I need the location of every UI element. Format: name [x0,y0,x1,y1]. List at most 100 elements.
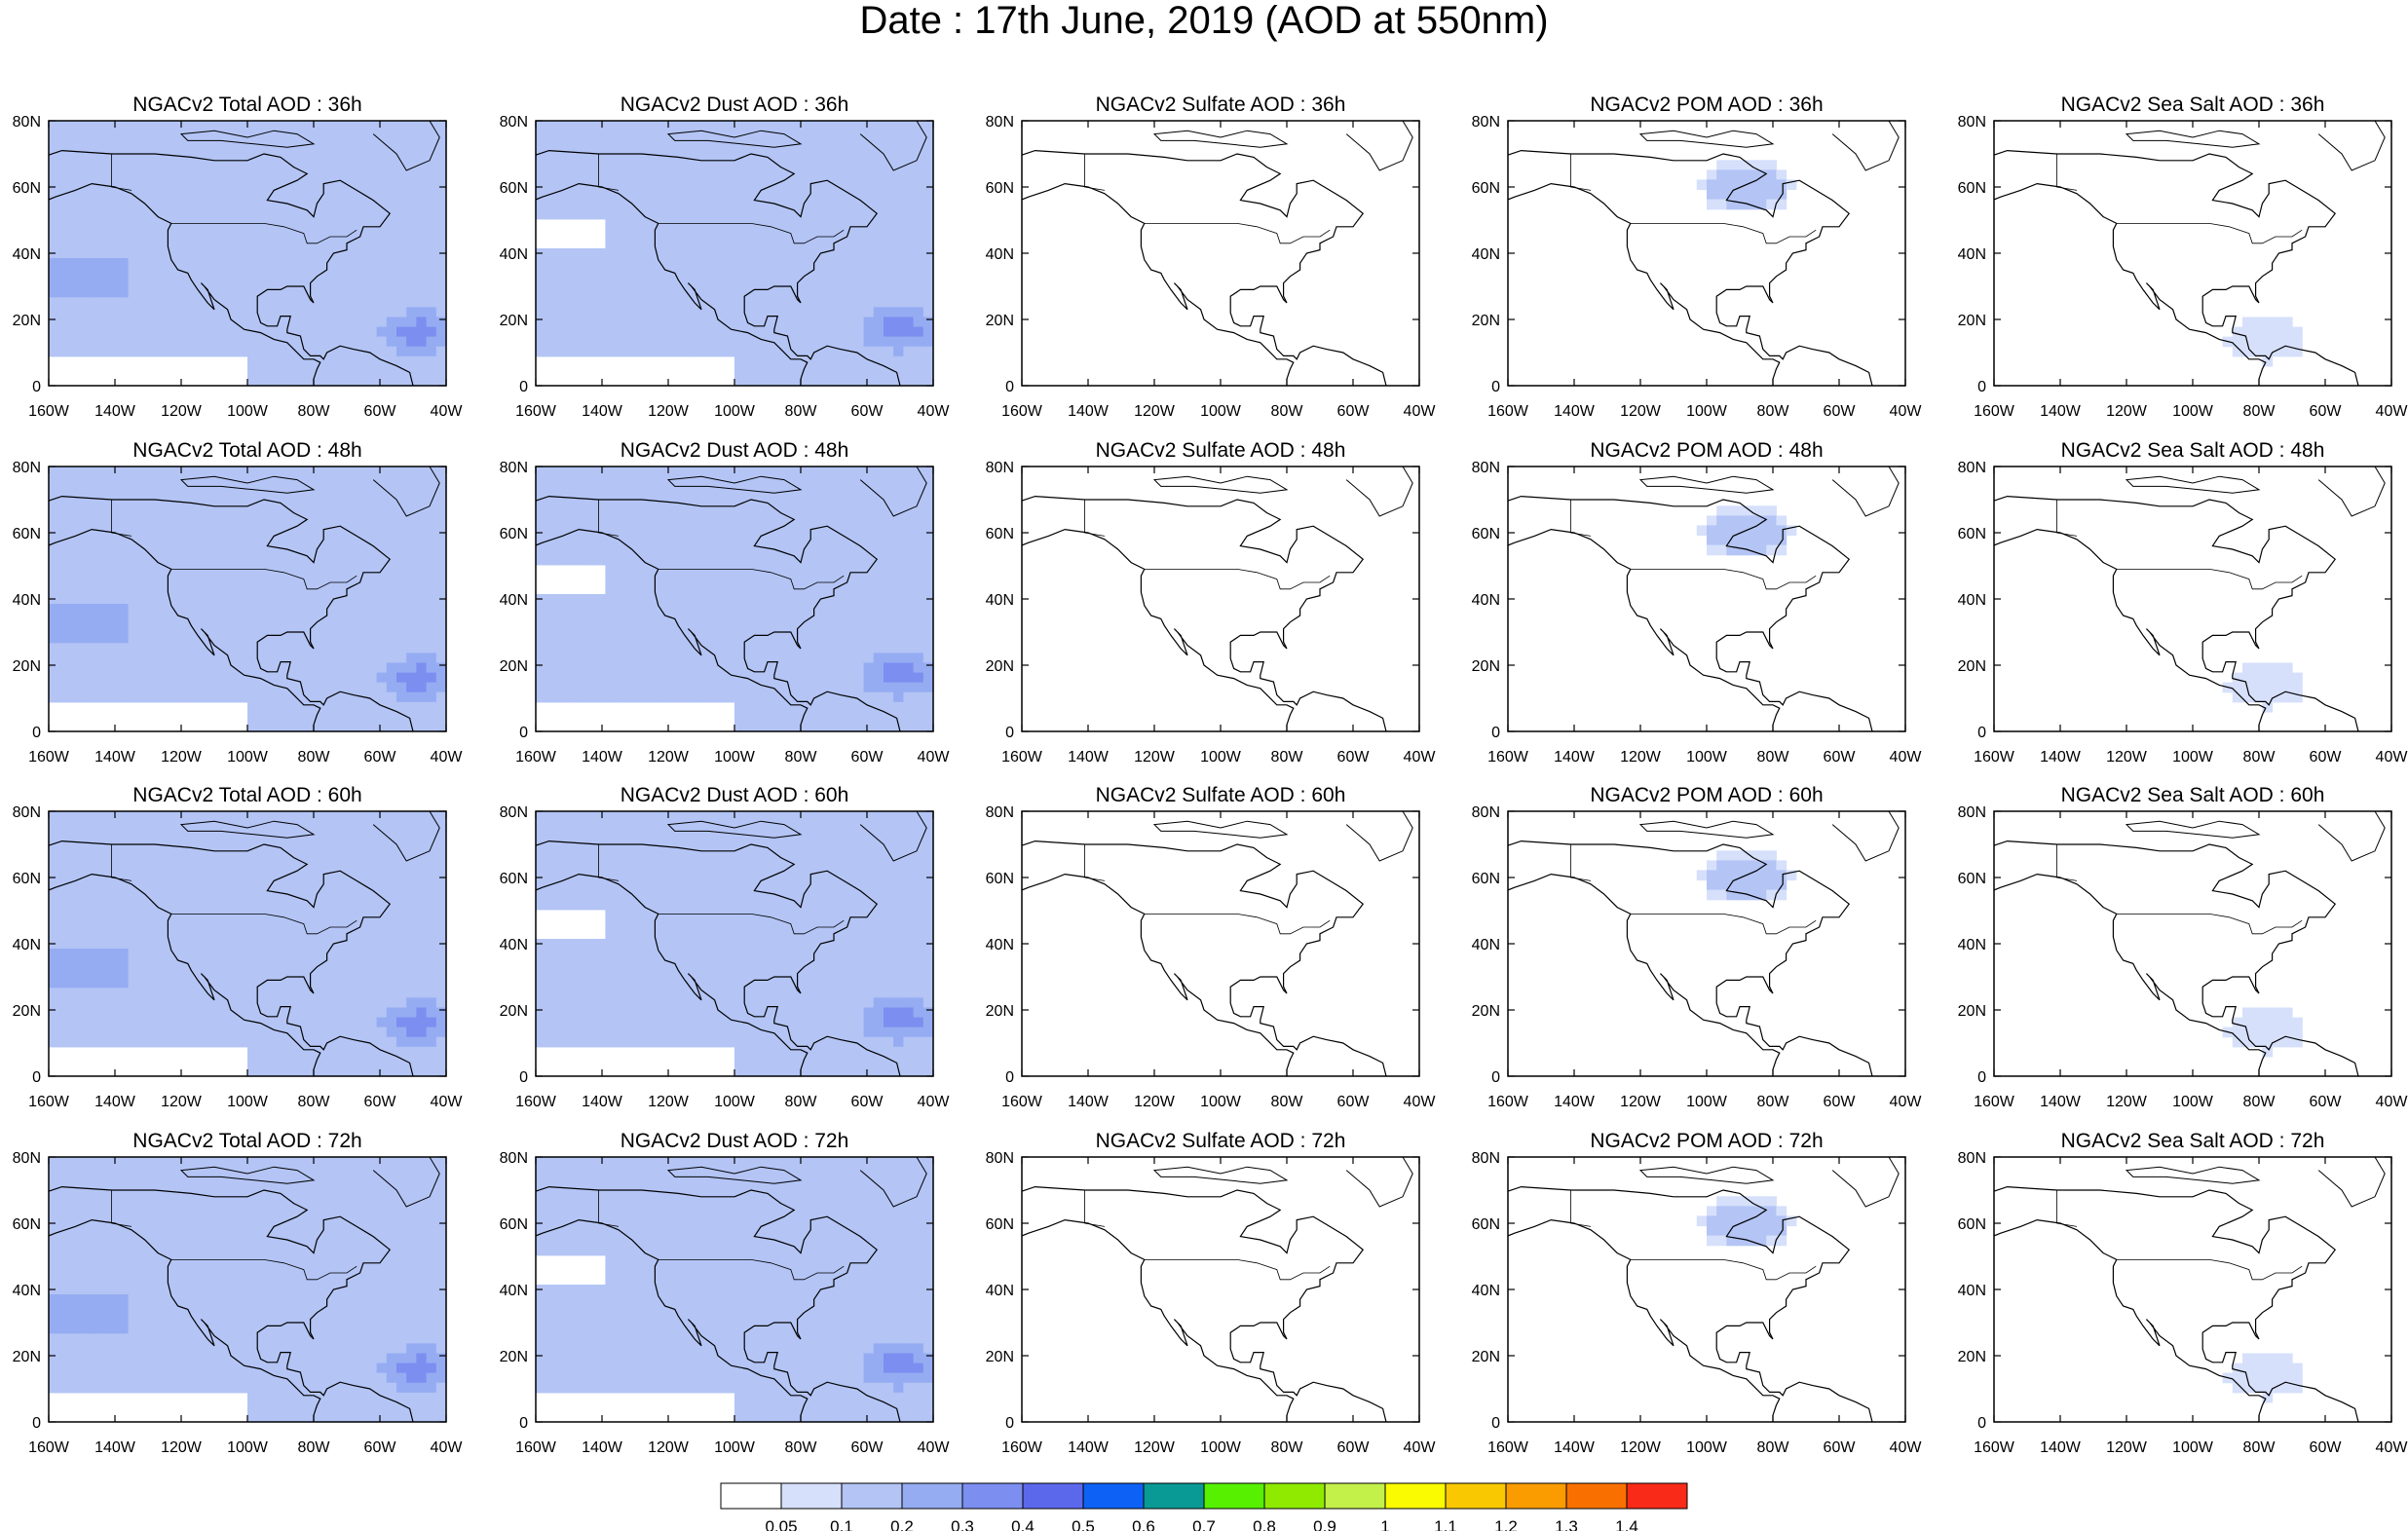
aod-cell [794,169,805,181]
aod-cell [655,189,666,201]
aod-cell [247,218,258,230]
aod-cell [286,614,298,624]
aod-cell [744,150,755,161]
aod-cell [615,218,626,230]
aod-cell [207,958,218,969]
aod-cell [2252,336,2263,348]
aod-cell [784,505,795,516]
aod-cell [297,958,308,969]
aod-cell [853,525,865,537]
aod-cell [227,326,239,338]
aod-cell [376,346,388,357]
aod-cell [286,633,298,644]
aod-cell [555,131,567,141]
aod-cell [416,218,428,230]
aod-cell [416,515,428,527]
aod-cell [78,614,90,624]
aod-cell [844,287,854,298]
aod-cell [49,850,59,861]
aod-cell [575,554,586,566]
aod-cell [1726,525,1738,537]
aod-cell [536,140,546,151]
aod-cell [773,150,785,161]
aod-cell [884,121,894,131]
lat-tick-label: 40N [1472,592,1500,609]
aod-cell [536,633,546,644]
aod-cell [844,711,854,723]
aod-cell [357,287,367,298]
aod-cell [49,909,59,920]
aod-cell [1776,179,1787,191]
aod-cell [655,672,666,684]
lon-tick-label: 100W [1200,749,1242,766]
aod-cell [884,297,894,308]
aod-cell [317,505,328,516]
aod-cell [784,476,795,487]
aod-cell [49,544,59,556]
aod-cell [247,978,258,989]
aod-cell [2252,691,2263,703]
aod-cell [237,860,248,872]
aod-cell [148,821,159,832]
aod-cell [794,653,805,664]
lon-tick-label: 120W [648,749,690,766]
coastlines [1994,121,2386,386]
aod-cell [286,525,298,537]
aod-cell [844,594,854,605]
aod-cell [68,860,80,872]
aod-cell [744,278,755,288]
aod-cell [128,928,139,940]
aod-cell [863,326,875,338]
aod-cell [853,653,865,664]
aod-cell [376,604,388,615]
aod-cell [187,988,199,998]
aod-cell [78,258,90,269]
aod-cell [58,160,69,170]
aod-cell [158,121,169,131]
aod-cell [187,899,199,911]
aod-cell [58,150,69,161]
aod-cell [585,169,596,181]
aod-cell [286,1065,298,1077]
aod-cell [605,131,617,141]
aod-cell [148,594,159,605]
aod-cell [674,515,686,527]
aod-cell [187,831,199,841]
aod-cell [286,248,298,259]
aod-cell [555,682,567,693]
aod-cell [823,278,835,288]
aod-cell [257,121,268,131]
aod-cell [49,1017,59,1028]
aod-cell [277,860,288,872]
aod-cell [68,326,80,338]
aod-cell [237,554,248,566]
aod-cell [307,189,318,201]
aod-cell [575,653,586,664]
aod-cell [695,258,705,269]
aod-cell [685,131,696,141]
aod-cell [108,218,119,230]
aod-cell [326,476,338,487]
aod-cell [108,307,119,318]
aod-cell [267,365,279,377]
aod-cell [257,811,268,822]
aod-cell [773,238,785,249]
aod-cell [695,554,705,566]
aod-cell [88,1017,99,1028]
aod-cell [754,653,766,664]
aod-cell [307,643,318,653]
aod-cell [108,594,119,605]
aod-cell [277,604,288,615]
aod-cell [536,691,546,703]
aod-cell [704,278,716,288]
aod-cell [834,672,845,684]
aod-cell [158,278,169,288]
aod-cell [158,988,169,998]
aod-cell [605,691,617,703]
aod-cell [416,375,428,387]
aod-cell [863,199,875,210]
aod-cell [168,248,179,259]
aod-cell [148,317,159,328]
aod-cell [435,189,447,201]
aod-cell [823,623,835,634]
